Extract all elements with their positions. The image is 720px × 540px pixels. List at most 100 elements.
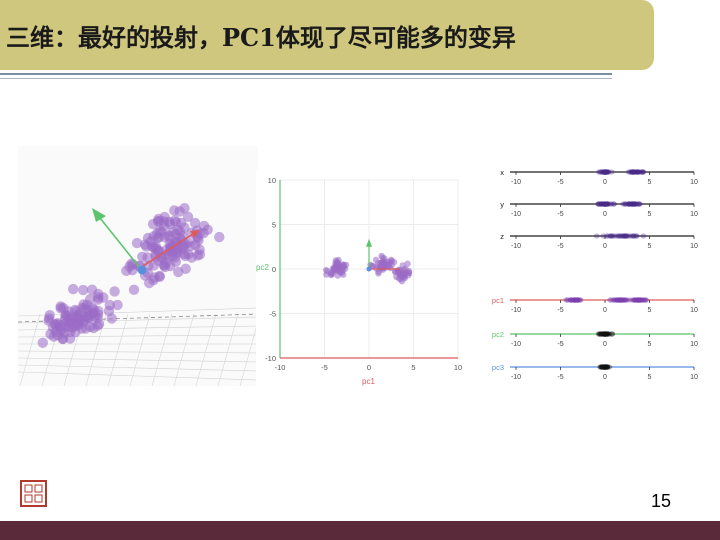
pc2-arrowhead <box>366 238 372 247</box>
strip-point <box>597 201 604 207</box>
strip-point <box>628 201 635 207</box>
strip-point <box>574 297 581 303</box>
page-number: 15 <box>651 491 672 511</box>
x-tick-label: 0 <box>367 363 371 372</box>
strip-tick-label: 5 <box>648 374 652 381</box>
strip-point <box>601 201 608 207</box>
strip-point <box>621 201 628 207</box>
grid-line <box>17 371 259 381</box>
strip-point <box>617 297 624 303</box>
strip-point <box>598 331 605 337</box>
strip-point <box>601 169 607 175</box>
strip-point <box>596 331 603 337</box>
strip-point <box>595 201 602 207</box>
strip-point <box>599 364 606 370</box>
strip-point <box>574 297 581 303</box>
strip-point <box>629 201 635 207</box>
strip-point <box>622 201 629 207</box>
strip-point <box>577 297 583 303</box>
strip-point <box>628 201 635 207</box>
strip-point <box>600 169 607 175</box>
strip-point <box>602 201 609 207</box>
strip-point <box>616 297 622 303</box>
pc2-arrowhead <box>92 208 106 222</box>
strip-point <box>634 297 641 303</box>
strip-point <box>602 169 609 175</box>
strip-point <box>642 297 649 303</box>
strip-point <box>615 233 622 239</box>
strip-point <box>565 297 572 303</box>
strip-point <box>602 364 609 370</box>
strip-point <box>604 201 611 207</box>
strip-point <box>631 169 638 175</box>
strip-plots: x -10 -5 0 5 10 y -10 -5 0 5 10 z -10 -5 0 5 10 pc1 -10 -5 0 5… <box>492 168 698 381</box>
strip-point <box>636 297 643 303</box>
strip-point <box>571 297 577 303</box>
data-point <box>58 302 69 314</box>
strip-point <box>629 201 636 207</box>
title-rule-thin <box>0 78 612 79</box>
strip-point <box>602 169 609 175</box>
strip-point <box>610 201 617 207</box>
origin-marker <box>366 266 372 272</box>
strip-point <box>603 169 610 175</box>
strip-point <box>632 169 639 175</box>
strip-point <box>628 169 635 175</box>
strip-point <box>571 297 578 303</box>
strip-point <box>606 331 613 337</box>
strip-point <box>634 169 641 175</box>
pc1-arrow <box>139 231 197 269</box>
strip-point <box>602 331 609 337</box>
strip-point <box>624 297 631 303</box>
strip-point <box>620 297 627 303</box>
strip-point <box>634 297 641 303</box>
strip-point <box>601 201 608 207</box>
strip-point <box>610 201 617 207</box>
strip-point <box>611 297 618 303</box>
strip-point <box>617 233 624 239</box>
strip-point <box>602 201 609 207</box>
data-point <box>104 299 116 311</box>
scatter-3d-plot <box>0 203 261 387</box>
strip-point <box>604 331 611 337</box>
strip-tick-label: -5 <box>557 179 563 186</box>
strip-point <box>608 297 615 303</box>
strip-point <box>606 364 613 370</box>
strip-point <box>616 297 623 303</box>
strip-point <box>598 364 605 370</box>
strip-point <box>601 169 608 175</box>
strip-point <box>636 201 643 207</box>
strip-point <box>640 233 647 239</box>
strip-point <box>600 331 607 337</box>
data-point <box>148 231 159 242</box>
data-point <box>84 294 96 305</box>
strip-point <box>602 169 609 175</box>
strip-point <box>600 233 607 239</box>
strip-point <box>625 233 632 239</box>
strip-point <box>604 201 611 207</box>
strip-tick-label: -5 <box>557 374 563 381</box>
data-point <box>89 311 100 322</box>
grid-line <box>107 313 129 387</box>
strip-row-label: pc1 <box>492 296 504 305</box>
strip-point <box>604 331 611 337</box>
strip-point <box>569 297 575 303</box>
strip-point <box>599 364 606 370</box>
strip-point <box>626 201 633 207</box>
strip-point <box>576 297 583 303</box>
strip-point <box>638 297 645 303</box>
strip-point <box>602 364 609 370</box>
strip-point <box>635 169 642 175</box>
strip-tick-label: 0 <box>603 179 607 186</box>
strip-point <box>629 201 636 207</box>
strip-point <box>568 297 574 303</box>
grid-line <box>17 364 259 372</box>
strip-point <box>572 297 579 303</box>
strip-point <box>617 297 624 303</box>
grid-line <box>17 357 259 363</box>
data-point <box>322 266 330 274</box>
strip-point <box>602 331 609 337</box>
data-point <box>169 215 181 226</box>
strip-point <box>638 169 645 175</box>
data-point <box>388 257 396 265</box>
